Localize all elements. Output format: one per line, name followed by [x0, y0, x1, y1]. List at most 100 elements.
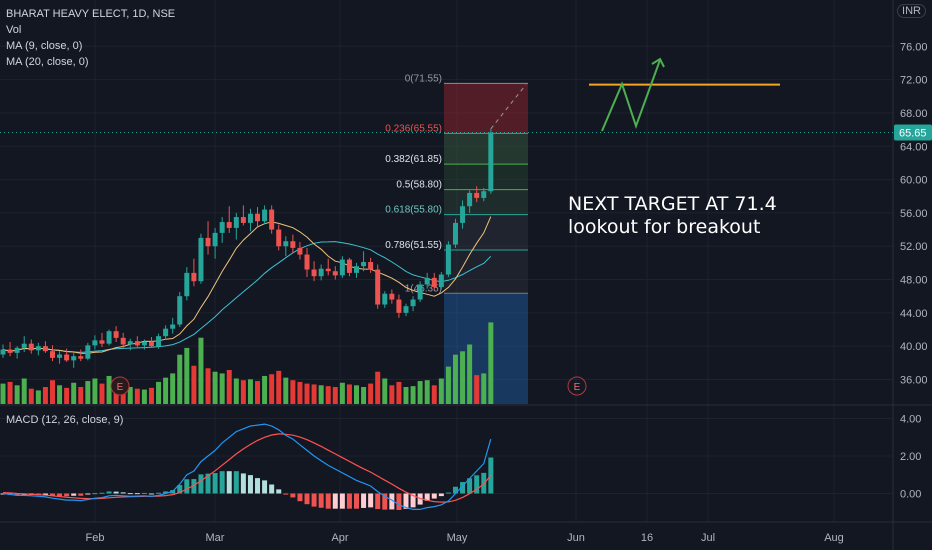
macd-histogram-bar [106, 491, 112, 494]
volume-bar [467, 344, 473, 404]
macd-histogram-bar [290, 493, 296, 498]
ma20-legend[interactable]: MA (20, close, 0) [6, 56, 89, 68]
ma9-line [2, 216, 492, 354]
candle [212, 232, 218, 247]
candle [396, 299, 402, 313]
volume-bar [304, 383, 310, 404]
macd-line [2, 423, 492, 510]
target-arrow-head [651, 57, 665, 68]
volume-bar [184, 347, 190, 404]
target-annotation-line1: NEXT TARGET AT 71.4 [568, 193, 777, 215]
volume-bar [141, 389, 147, 404]
candle [467, 192, 473, 207]
volume-bar [170, 373, 176, 404]
macd-histogram-bar [410, 493, 416, 508]
time-axis-label: Apr [331, 532, 348, 544]
volume-bar [339, 382, 345, 404]
volume-bar [255, 381, 261, 404]
macd-histogram-bar [120, 492, 126, 494]
volume-bar [325, 386, 331, 404]
target-annotation-line2: lookout for breakout [568, 216, 761, 238]
candle [269, 209, 275, 230]
currency-selector[interactable]: INR [897, 4, 926, 18]
candle [445, 244, 451, 275]
candle [488, 132, 494, 192]
macd-histogram-bar [354, 493, 359, 509]
volume-bar [262, 375, 268, 404]
symbol-title[interactable]: BHARAT HEAVY ELECT, 1D, NSE [6, 8, 176, 20]
volume-bar [191, 365, 197, 404]
candle [184, 272, 190, 297]
last-price-tag-label: 65.65 [899, 128, 927, 140]
candle [170, 324, 176, 329]
ma9-legend[interactable]: MA (9, close, 0) [6, 40, 83, 52]
macd-histogram-bar [396, 493, 402, 510]
fib-level-label: 0.5(58.80) [396, 180, 442, 191]
target-zigzag-arrow [601, 59, 661, 132]
candle [346, 259, 352, 273]
time-axis-label: Mar [206, 532, 225, 544]
time-axis-label: Aug [824, 532, 844, 544]
fib-level-label: 0.236(65.55) [385, 123, 442, 134]
candle [438, 274, 444, 288]
macd-histogram-bar [85, 493, 91, 495]
macd-histogram-bar [424, 493, 430, 501]
candle [325, 268, 331, 272]
earnings-marker-label: E [117, 382, 124, 393]
volume-bar [219, 373, 225, 404]
candle [106, 331, 112, 344]
candle [57, 354, 63, 358]
volume-bar [318, 385, 324, 404]
candle [141, 342, 147, 346]
fib-zone [444, 83, 528, 134]
price-axis-label: 44.00 [900, 308, 928, 320]
candle [283, 241, 289, 247]
time-axis-label: Feb [86, 532, 105, 544]
price-axis-label: 72.00 [900, 75, 928, 87]
volume-bar [42, 387, 48, 404]
fib-zone [444, 214, 528, 250]
macd-histogram-bar [42, 493, 48, 496]
candle [163, 328, 169, 337]
macd-histogram-bar [64, 493, 70, 497]
candle [14, 347, 20, 353]
macd-histogram-bar [156, 492, 162, 494]
candle [127, 341, 133, 345]
volume-legend[interactable]: Vol [6, 24, 22, 36]
candle [375, 269, 381, 305]
candle [318, 268, 324, 277]
fib-level-label: 0(71.55) [405, 73, 442, 84]
macd-histogram-bar [417, 493, 423, 505]
price-axis-label: 52.00 [900, 241, 928, 253]
volume-bar [431, 385, 437, 404]
macd-histogram-bar [474, 475, 480, 494]
volume-bar [424, 380, 430, 404]
macd-histogram-bar [134, 493, 140, 495]
price-axis-label: 76.00 [900, 41, 928, 53]
candle [219, 222, 225, 233]
fib-level-label: 0.382(61.85) [385, 154, 442, 165]
macd-histogram-bar [148, 493, 154, 495]
earnings-marker [110, 376, 130, 396]
volume-bar [474, 375, 480, 404]
macd-histogram-bar [304, 493, 310, 505]
macd-legend[interactable]: MACD (12, 26, close, 9) [6, 414, 124, 426]
price-axis-label: 48.00 [900, 275, 928, 287]
projection-line [490, 84, 527, 130]
candle [262, 209, 268, 222]
volume-bar [290, 380, 296, 404]
volume-bar [332, 387, 338, 404]
candle [191, 272, 197, 282]
volume-bar [212, 371, 218, 404]
macd-histogram-bar [297, 493, 303, 502]
volume-bar [134, 388, 140, 404]
ma20-line [2, 241, 492, 353]
volume-bar [452, 354, 458, 404]
macd-histogram-bar [452, 486, 458, 494]
candle [297, 247, 303, 255]
macd-histogram-bar [99, 492, 105, 494]
candle [339, 259, 345, 276]
volume-bar [57, 385, 63, 404]
fib-zone [444, 133, 528, 165]
